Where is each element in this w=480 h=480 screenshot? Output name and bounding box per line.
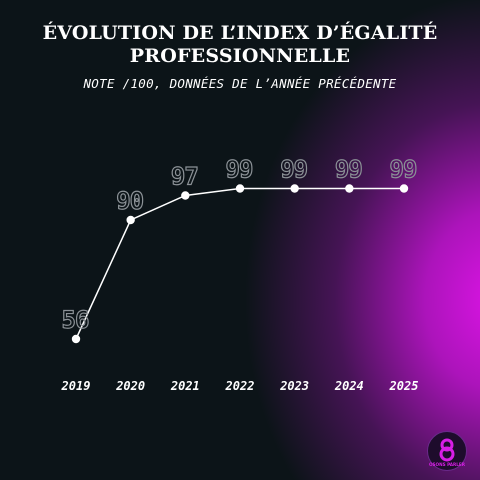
x-axis-tick-layer: 2019 2020 2021 2022 2023 2024 2025 [61,379,419,393]
data-point [290,184,299,193]
x-tick-label: 2020 [115,379,145,393]
x-tick-label: 2025 [389,379,419,393]
data-label: 90 [116,187,143,215]
figure-eight-logo-icon: OSONS PARLER [429,438,466,467]
data-point [181,191,190,200]
x-tick-label: 2021 [170,379,200,393]
data-point [126,215,135,225]
data-point [399,184,409,193]
x-tick-label: 2024 [334,379,364,393]
x-tick-label: 2022 [225,379,255,393]
x-tick-label: 2019 [61,379,91,393]
brand-logo: OSONS PARLER [427,431,467,471]
data-point [345,184,354,193]
value-label-layer: 56 90 97 99 99 99 99 [61,155,418,335]
chart-title-line-2: PROFESSIONNELLE [129,45,351,67]
logo-text: OSONS PARLER [429,462,466,467]
x-tick-label: 2023 [279,379,309,393]
chart-subtitle: NOTE /100, DONNÉES DE L’ANNÉE PRÉCÉDENTE [83,76,397,91]
data-label: 99 [280,156,307,184]
data-label: 99 [390,156,417,184]
chart-title: ÉVOLUTION DE L’INDEX D’ÉGALITÉ PROFESSIO… [0,22,480,68]
data-point [71,334,81,344]
data-point [235,184,245,193]
point-layer [71,184,409,344]
data-label: 56 [62,306,89,334]
data-label: 99 [226,156,253,184]
data-label: 97 [171,163,198,191]
chart-title-line-1: ÉVOLUTION DE L’INDEX D’ÉGALITÉ [42,22,438,44]
data-label: 99 [335,156,362,184]
